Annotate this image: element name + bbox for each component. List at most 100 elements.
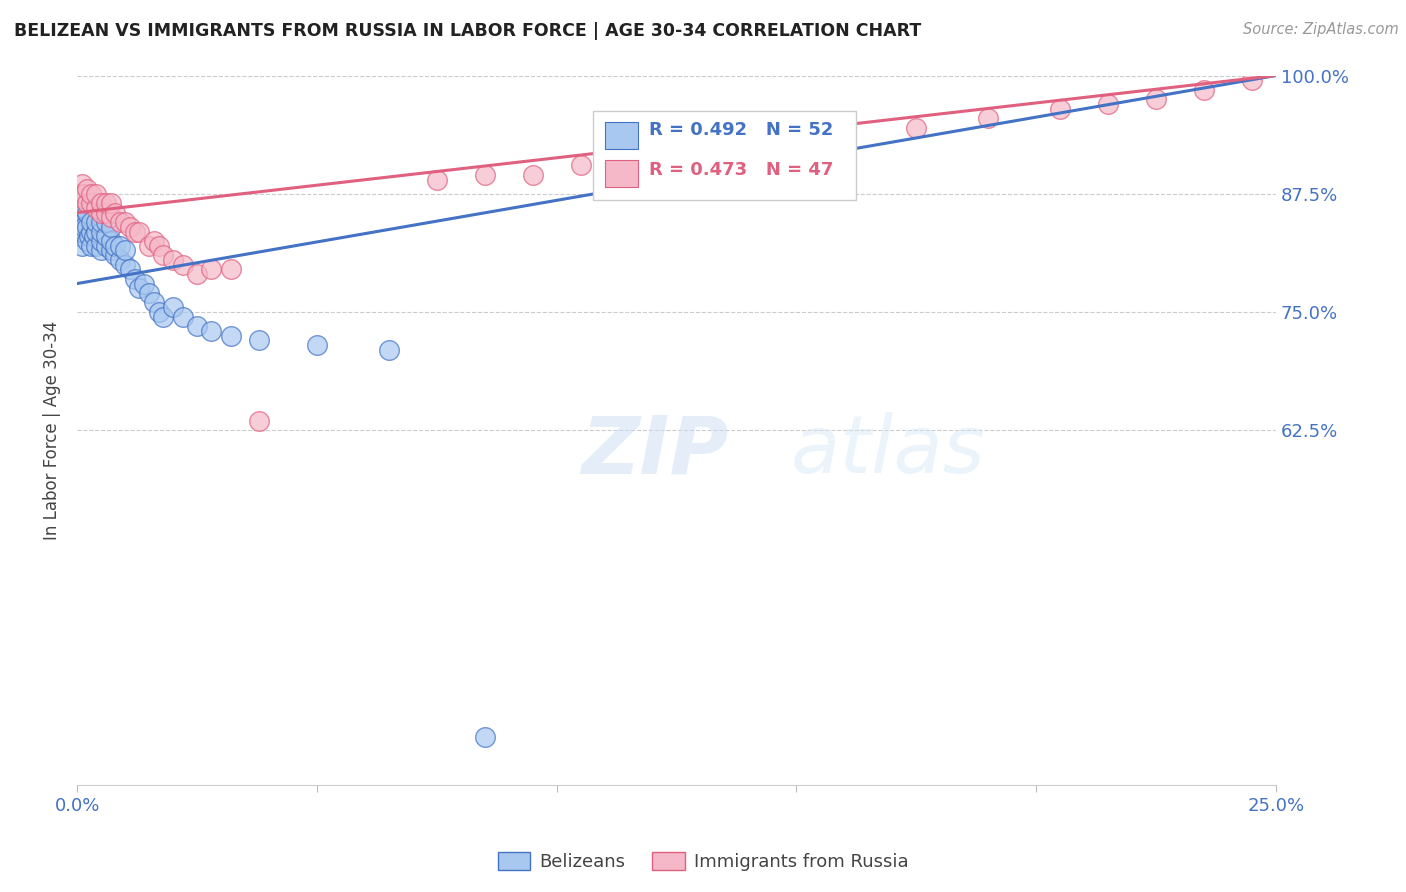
Point xyxy=(90,205,112,219)
Point xyxy=(84,225,107,239)
Point xyxy=(69,186,91,201)
Point xyxy=(186,319,208,334)
Point xyxy=(90,196,112,211)
Point xyxy=(474,168,496,182)
Point xyxy=(94,229,117,244)
Legend: Belizeans, Immigrants from Russia: Belizeans, Immigrants from Russia xyxy=(491,845,915,879)
Point xyxy=(378,343,401,357)
Point xyxy=(80,186,103,201)
Point xyxy=(69,229,91,244)
Point xyxy=(70,225,93,239)
Point xyxy=(84,186,107,201)
Point xyxy=(200,324,222,338)
Point xyxy=(104,238,127,252)
Point xyxy=(114,215,136,229)
Point xyxy=(110,215,132,229)
Point xyxy=(172,258,194,272)
Point xyxy=(100,196,122,211)
Point xyxy=(162,252,184,267)
Point xyxy=(73,219,96,234)
Point xyxy=(90,244,112,258)
Point xyxy=(689,168,711,182)
Point xyxy=(80,215,103,229)
Point xyxy=(73,186,96,201)
Point xyxy=(219,328,242,343)
Point xyxy=(70,238,93,252)
Point xyxy=(90,215,112,229)
Point xyxy=(1049,102,1071,116)
Text: atlas: atlas xyxy=(790,412,986,491)
Point xyxy=(834,130,856,145)
Point xyxy=(172,310,194,324)
Point xyxy=(1097,96,1119,111)
Point xyxy=(100,234,122,248)
Point xyxy=(76,196,98,211)
Point xyxy=(114,258,136,272)
Point xyxy=(100,219,122,234)
Point xyxy=(76,205,98,219)
Point xyxy=(84,201,107,215)
Point xyxy=(152,310,174,324)
Text: Source: ZipAtlas.com: Source: ZipAtlas.com xyxy=(1243,22,1399,37)
Point xyxy=(100,244,122,258)
Point xyxy=(83,229,105,244)
Point xyxy=(110,252,132,267)
Point xyxy=(569,158,592,172)
Point xyxy=(124,225,146,239)
Point xyxy=(128,225,150,239)
Point xyxy=(128,281,150,295)
Point xyxy=(522,168,544,182)
Point xyxy=(76,182,98,196)
Point xyxy=(80,225,103,239)
Point xyxy=(69,201,91,215)
Point xyxy=(426,172,449,186)
Point xyxy=(76,234,98,248)
FancyBboxPatch shape xyxy=(592,111,856,200)
Point xyxy=(124,272,146,286)
Point xyxy=(104,205,127,219)
Point xyxy=(138,238,160,252)
Point xyxy=(152,248,174,262)
Point xyxy=(70,191,93,205)
Point xyxy=(977,111,1000,125)
Point xyxy=(118,262,141,277)
Point xyxy=(73,201,96,215)
Point xyxy=(80,238,103,252)
Point xyxy=(118,219,141,234)
Point xyxy=(617,158,640,172)
FancyBboxPatch shape xyxy=(605,160,638,186)
Point xyxy=(94,238,117,252)
Point xyxy=(100,211,122,225)
Y-axis label: In Labor Force | Age 30-34: In Labor Force | Age 30-34 xyxy=(44,320,60,540)
Point xyxy=(110,238,132,252)
Point xyxy=(1144,92,1167,106)
Point xyxy=(90,225,112,239)
Point xyxy=(84,215,107,229)
Point xyxy=(1192,83,1215,97)
Point xyxy=(247,414,270,428)
Point xyxy=(69,215,91,229)
Point xyxy=(142,295,165,310)
Point xyxy=(148,305,170,319)
Point xyxy=(905,120,928,135)
Text: BELIZEAN VS IMMIGRANTS FROM RUSSIA IN LABOR FORCE | AGE 30-34 CORRELATION CHART: BELIZEAN VS IMMIGRANTS FROM RUSSIA IN LA… xyxy=(14,22,921,40)
Point xyxy=(138,285,160,300)
Point xyxy=(186,267,208,281)
Point xyxy=(162,300,184,314)
Point xyxy=(94,215,117,229)
Point xyxy=(94,196,117,211)
Point xyxy=(247,334,270,348)
Point xyxy=(70,178,93,192)
Text: R = 0.473   N = 47: R = 0.473 N = 47 xyxy=(650,161,834,179)
Point xyxy=(200,262,222,277)
Point xyxy=(104,248,127,262)
Point xyxy=(77,229,100,244)
Point xyxy=(1240,73,1263,87)
Point xyxy=(134,277,156,291)
Point xyxy=(80,196,103,211)
Text: ZIP: ZIP xyxy=(581,412,728,491)
Point xyxy=(761,144,783,158)
Point xyxy=(219,262,242,277)
Point xyxy=(142,234,165,248)
Point xyxy=(305,338,328,352)
